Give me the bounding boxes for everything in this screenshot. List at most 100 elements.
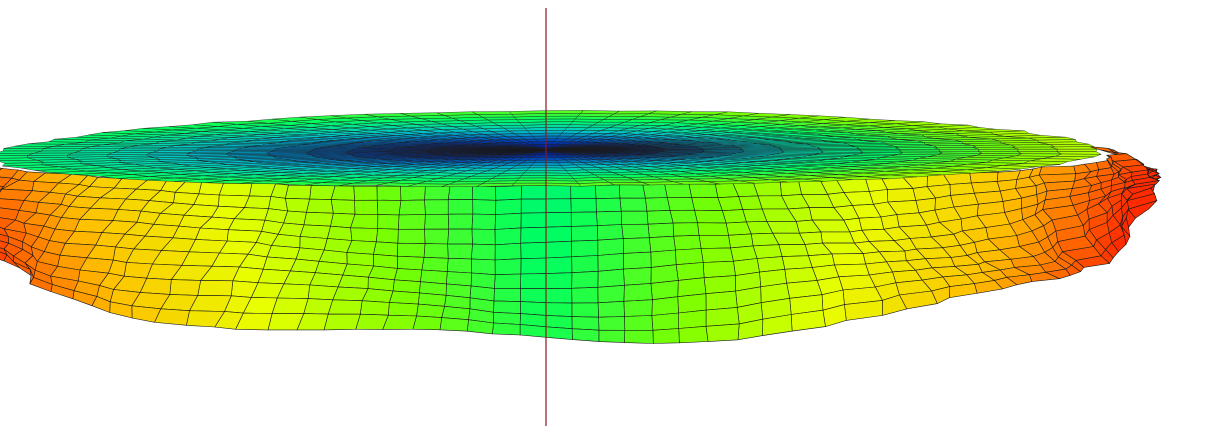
side-mesh-cell [376, 199, 402, 216]
top-mesh-cell [521, 172, 547, 176]
top-mesh-cell [472, 111, 513, 115]
side-mesh-cell [624, 315, 654, 331]
top-mesh-cell [817, 146, 860, 149]
top-mesh-cell [2, 148, 43, 152]
mesh-side-wall [0, 146, 1162, 344]
side-mesh-cell [597, 238, 624, 256]
side-mesh-cell [377, 214, 400, 230]
side-mesh-cell [271, 297, 309, 314]
side-mesh-cell [694, 209, 727, 224]
side-mesh-cell [545, 302, 573, 317]
side-mesh-cell [597, 284, 625, 304]
side-mesh-cell [376, 185, 402, 201]
side-mesh-cell [596, 210, 622, 227]
side-mesh-cell [424, 199, 449, 215]
top-mesh-cell [0, 155, 28, 159]
side-mesh-cell [327, 299, 363, 315]
side-mesh-cell [494, 227, 522, 246]
side-mesh-cell [675, 262, 705, 281]
side-mesh-cell [218, 194, 250, 208]
side-mesh-cell [619, 197, 648, 212]
top-mesh-cell [1050, 143, 1094, 148]
side-mesh-cell [571, 239, 599, 258]
side-mesh-cell [570, 198, 597, 213]
side-mesh-cell [472, 185, 497, 201]
side-mesh-cell [728, 233, 754, 249]
top-mesh-cell [0, 159, 44, 164]
top-mesh-cell [0, 157, 37, 161]
top-mesh-cell [938, 149, 980, 152]
side-mesh-cell [597, 300, 625, 318]
side-mesh-cell [520, 185, 547, 200]
side-mesh-cell [227, 218, 266, 232]
side-mesh-cell [677, 293, 707, 314]
side-mesh-cell [332, 286, 369, 302]
side-mesh-cell [545, 185, 572, 200]
side-mesh-cell [303, 211, 334, 227]
side-mesh-cell [646, 210, 674, 225]
side-mesh-cell [424, 185, 451, 201]
side-mesh-cell [672, 222, 700, 237]
side-mesh-cell [0, 217, 17, 230]
top-mesh-cell [545, 129, 566, 134]
side-mesh-cell [195, 227, 229, 242]
side-mesh-cell [421, 256, 449, 272]
side-mesh-cell [621, 223, 650, 239]
side-mesh-cell [447, 228, 473, 245]
side-mesh-cell [596, 224, 624, 241]
top-mesh-cell [545, 121, 574, 125]
side-mesh-cell [598, 329, 626, 343]
side-mesh-cell [520, 257, 547, 275]
side-mesh-cell [571, 302, 599, 318]
side-mesh-cell [330, 199, 356, 215]
side-mesh-cell [705, 290, 738, 311]
side-mesh-cell [520, 288, 547, 304]
side-mesh-cell [691, 196, 723, 212]
side-mesh-cell [597, 253, 624, 272]
top-mesh-cell [526, 167, 547, 171]
side-mesh-cell [337, 274, 369, 289]
side-mesh-cell [350, 227, 379, 243]
top-mesh-cell [545, 110, 584, 114]
side-mesh-cell [520, 301, 547, 316]
side-mesh-cell [388, 290, 420, 305]
side-mesh-cell [664, 183, 692, 198]
side-mesh-cell [397, 228, 426, 244]
side-mesh-cell [620, 210, 649, 225]
side-mesh-cell [471, 228, 496, 246]
side-mesh-cell [520, 198, 547, 214]
side-mesh-cell [598, 316, 626, 331]
side-mesh-cell [309, 185, 336, 200]
side-mesh-cell [0, 167, 3, 171]
side-mesh-cell [373, 241, 399, 257]
side-mesh-cell [688, 183, 719, 199]
top-mesh-cell [532, 135, 547, 140]
side-mesh-cell [820, 231, 855, 244]
side-mesh-cell [545, 256, 573, 274]
side-mesh-cell [284, 197, 310, 213]
side-mesh-cell [545, 211, 572, 228]
side-mesh-cell [781, 255, 813, 270]
side-mesh-cell [834, 263, 870, 278]
side-mesh-cell [0, 234, 10, 244]
side-mesh-cell [0, 240, 10, 250]
top-mesh-cell [701, 147, 742, 150]
side-mesh-cell [570, 211, 598, 227]
side-mesh-cell [669, 209, 698, 224]
side-mesh-cell [412, 315, 443, 331]
side-mesh-cell [545, 272, 573, 290]
side-mesh-cell [0, 188, 33, 201]
top-mesh-cell [493, 122, 523, 126]
side-mesh-cell [416, 303, 445, 318]
top-mesh-cell [545, 118, 576, 123]
side-mesh-cell [424, 213, 450, 230]
side-mesh-cell [675, 248, 704, 266]
side-mesh-cell [306, 198, 334, 214]
side-mesh-cell [545, 198, 572, 214]
top-mesh-cell [545, 113, 582, 117]
top-mesh-cell [523, 170, 547, 174]
side-mesh-cell [0, 207, 20, 221]
side-mesh-cell [520, 273, 547, 290]
